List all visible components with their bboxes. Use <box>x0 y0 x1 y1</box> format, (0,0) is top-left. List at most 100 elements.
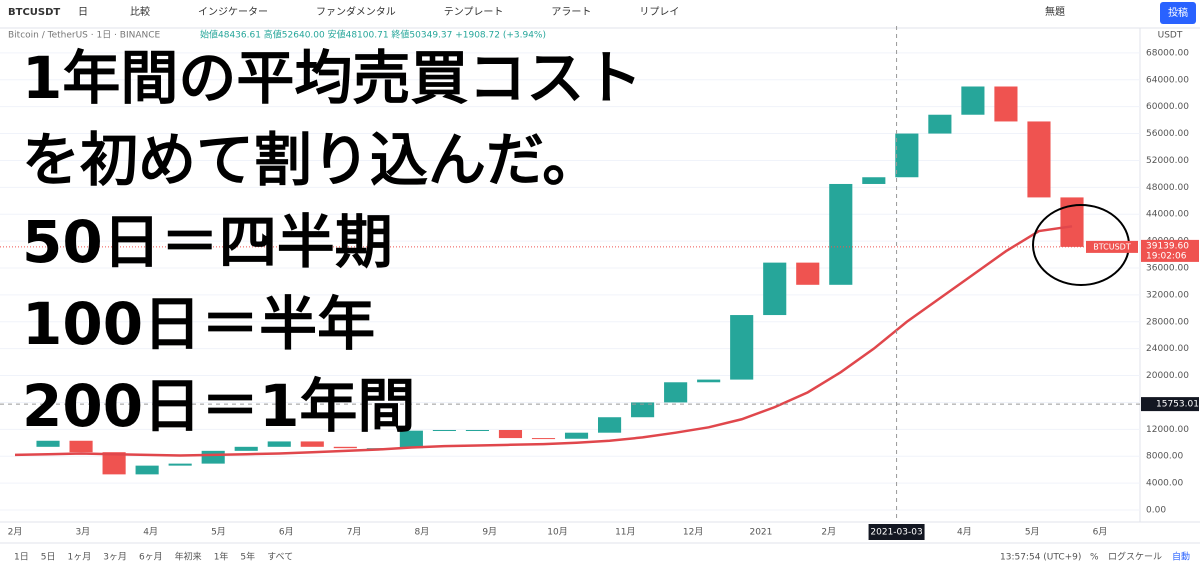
crosshair-date: 2021-03-03 <box>870 528 922 538</box>
range-button[interactable]: 年初来 <box>175 551 202 563</box>
candle <box>399 430 423 449</box>
x-tick-label: 5月 <box>1025 527 1040 538</box>
x-tick-label: 2月 <box>8 527 23 538</box>
y-tick-label: 0.00 <box>1146 506 1166 516</box>
publish-button[interactable] <box>1160 2 1196 24</box>
candle <box>432 430 456 432</box>
x-tick-label: 9月 <box>482 527 497 538</box>
candle <box>234 446 258 451</box>
candle <box>564 432 589 439</box>
x-tick-label: 3月 <box>75 527 90 538</box>
candle <box>1060 197 1084 247</box>
symbol-tag-label: BTCUSDT <box>1093 242 1131 251</box>
last-price-tag <box>1141 239 1199 262</box>
y-tick-label: 60000.00 <box>1146 102 1189 112</box>
candle <box>697 379 721 383</box>
candle <box>498 430 523 439</box>
x-tick-label: 2月 <box>821 527 836 538</box>
candle <box>730 315 754 380</box>
toolbar-item[interactable]: テンプレート <box>444 6 504 18</box>
range-button[interactable]: 3ヶ月 <box>103 552 127 563</box>
x-tick-label: 4月 <box>143 527 158 538</box>
toolbar-item[interactable]: リプレイ <box>639 6 679 18</box>
x-tick-label: 6月 <box>1093 527 1108 538</box>
candle <box>168 463 192 466</box>
range-button[interactable]: 5日 <box>41 552 56 563</box>
toolbar <box>0 0 1200 28</box>
x-tick-label: 10月 <box>547 527 567 538</box>
publish-label[interactable]: 投稿 <box>1168 6 1188 19</box>
crosshair-date-tag <box>868 524 925 540</box>
candle <box>36 440 60 447</box>
x-tick-label: 4月 <box>957 527 972 538</box>
y-tick-label: 4000.00 <box>1146 479 1183 489</box>
crosshair-price: 15753.01 <box>1156 400 1199 410</box>
annotation: 200日＝1年間 <box>22 372 415 440</box>
toolbar-item[interactable]: ファンダメンタル <box>316 5 396 18</box>
y-tick-label: 68000.00 <box>1146 48 1189 58</box>
toolbar-item[interactable]: アラート <box>551 6 591 18</box>
candle <box>1027 121 1051 198</box>
legend-symbol: Bitcoin / TetherUS · 1日 · BINANCE <box>8 30 161 41</box>
candle <box>333 446 357 449</box>
auto-toggle[interactable]: 自動 <box>1172 551 1190 563</box>
candle <box>928 114 952 134</box>
range-button[interactable]: 1日 <box>14 552 29 563</box>
interval[interactable]: 日 <box>78 7 88 18</box>
annotation: 100日＝半年 <box>22 290 375 358</box>
annotation: を初めて割り込んだ。 <box>22 126 600 194</box>
candle <box>829 183 853 285</box>
y-tick-label: 44000.00 <box>1146 210 1189 220</box>
y-tick-label: 12000.00 <box>1146 425 1189 435</box>
range-button[interactable]: 5年 <box>240 551 255 563</box>
y-tick-label: 32000.00 <box>1146 290 1189 300</box>
toolbar-item[interactable]: 比較 <box>130 6 150 18</box>
x-tick-label: 7月 <box>347 527 362 538</box>
y-tick-label: 52000.00 <box>1146 156 1189 166</box>
candle <box>631 402 655 418</box>
candle <box>796 262 820 285</box>
annotation: 1年間の平均売買コスト <box>22 44 642 112</box>
legend-ohlc: 始値48436.61 高値52640.00 安値48100.71 終値50349… <box>200 29 546 41</box>
x-tick-label: 12月 <box>683 527 703 538</box>
symbol[interactable]: BTCUSDT <box>8 7 60 18</box>
x-tick-label: 5月 <box>211 527 226 538</box>
plot <box>0 26 1140 522</box>
countdown: 19:02:06 <box>1146 251 1187 261</box>
candle <box>994 86 1018 122</box>
range-button[interactable]: 1年 <box>214 551 229 563</box>
crosshair-price-tag <box>1141 397 1199 412</box>
y-tick-label: 20000.00 <box>1146 371 1189 381</box>
candle <box>961 86 985 115</box>
candle <box>201 450 225 464</box>
y-tick-label: 56000.00 <box>1146 129 1189 139</box>
range-button[interactable]: 6ヶ月 <box>139 552 163 563</box>
candle <box>300 441 324 447</box>
log-toggle[interactable]: ログスケール <box>1108 551 1162 563</box>
toolbar-item[interactable]: インジケーター <box>198 6 268 18</box>
last-price-label: 39139.60 <box>1146 241 1189 251</box>
y-tick-label: 48000.00 <box>1146 183 1189 193</box>
percent-toggle[interactable]: % <box>1090 553 1099 563</box>
y-tick-label: 36000.00 <box>1146 264 1189 274</box>
x-tick-label: 2021 <box>749 528 772 538</box>
y-tick-label: 28000.00 <box>1146 317 1189 327</box>
symbol-tag <box>1086 240 1138 253</box>
clock: 13:57:54 (UTC+9) <box>1000 553 1081 563</box>
range-button[interactable]: 1ヶ月 <box>67 552 91 563</box>
candle <box>763 262 787 316</box>
candle <box>102 452 126 475</box>
layout-name[interactable]: 無題 <box>1045 5 1065 18</box>
x-tick-label: 6月 <box>279 527 294 538</box>
candle <box>664 382 688 403</box>
candle <box>531 438 556 440</box>
annotation: 50日＝四半期 <box>22 208 393 276</box>
y-tick-label: 8000.00 <box>1146 452 1183 462</box>
candle <box>862 177 886 184</box>
range-button[interactable]: すべて <box>267 552 293 563</box>
y-tick-label: 64000.00 <box>1146 75 1189 85</box>
y-tick-label: 24000.00 <box>1146 344 1189 354</box>
